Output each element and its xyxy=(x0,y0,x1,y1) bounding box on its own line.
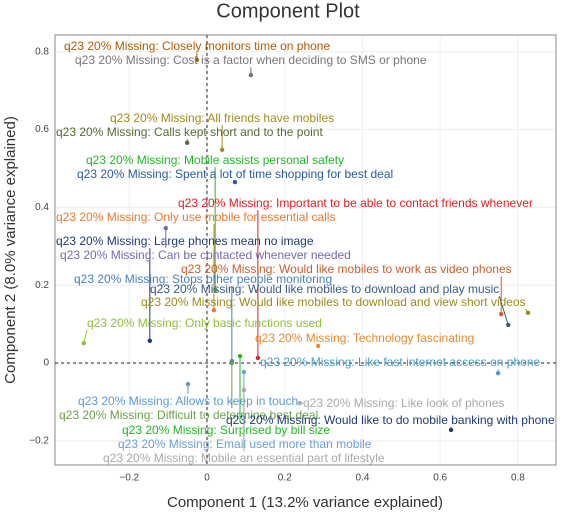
point xyxy=(147,338,153,344)
point-label: q23 20% Missing: Can be contacted whenev… xyxy=(60,248,351,262)
point xyxy=(237,353,243,359)
point-label: q23 20% Missing: Calls kept short and to… xyxy=(56,125,323,139)
point-label: q23 20% Missing: Like fast internet acce… xyxy=(260,355,540,369)
point-label: q23 20% Missing: Surprised by bill size xyxy=(122,423,330,437)
point xyxy=(81,340,86,346)
point xyxy=(185,381,191,387)
point-label: q23 20% Missing: Difficult to determine … xyxy=(59,408,318,422)
chart-title: Component Plot xyxy=(216,0,360,22)
x-tick-label: 0 xyxy=(204,473,210,484)
point-label: q23 20% Missing: Large phones mean no im… xyxy=(56,234,314,248)
y-tick-label: −0.2 xyxy=(29,436,49,447)
x-tick-label: 0.6 xyxy=(433,473,447,484)
point xyxy=(219,147,225,152)
point xyxy=(241,369,247,375)
y-tick-label: 0.6 xyxy=(35,124,49,135)
point xyxy=(255,355,261,361)
y-tick-label: 0.2 xyxy=(35,280,49,291)
point-label: q23 20% Missing: Mobile assists personal… xyxy=(86,153,344,167)
point-label: q23 20% Missing: Would like mobiles to d… xyxy=(150,282,499,296)
point-label: q23 20% Missing: Closely monitors time o… xyxy=(64,39,330,53)
plot-frame xyxy=(54,34,557,466)
y-tick-label: 0.8 xyxy=(35,46,49,57)
x-tick-label: 0.4 xyxy=(355,473,369,484)
point-label: q23 20% Missing: Like look of phones xyxy=(303,396,504,410)
point-label: q23 20% Missing: Technology fascinating xyxy=(255,331,474,345)
point-label: q23 20% Missing: Only use mobile for ess… xyxy=(56,210,335,224)
point xyxy=(505,322,511,328)
point-label: q23 20% Missing: Spent a lot of time sho… xyxy=(77,167,393,181)
point-label: q23 20% Missing: Important to be able to… xyxy=(178,196,533,210)
point xyxy=(498,311,504,317)
point-label: q23 20% Missing: Cost is a factor when d… xyxy=(75,53,427,67)
x-tick-label: 0.8 xyxy=(511,473,525,484)
point xyxy=(163,225,168,231)
point xyxy=(211,307,217,313)
point xyxy=(184,140,190,145)
point-label: q23 20% Missing: Allows to keep in touch xyxy=(78,394,298,408)
point-label: q23 20% Missing: All friends have mobile… xyxy=(110,111,334,125)
point-label: q23 20% Missing: Only basic functions us… xyxy=(87,316,322,330)
point xyxy=(525,310,531,316)
point xyxy=(232,179,238,185)
x-tick-label: −0.2 xyxy=(119,473,139,484)
point-label: q23 20% Missing: Email used more than mo… xyxy=(118,437,372,451)
x-axis-label: Component 1 (13.2% variance explained) xyxy=(167,494,443,511)
point xyxy=(297,400,303,406)
y-tick-label: 0.4 xyxy=(35,202,49,213)
point xyxy=(241,387,247,393)
point-label: q23 20% Missing: Stops other people moni… xyxy=(74,272,332,286)
point xyxy=(248,72,254,78)
point-label: q23 20% Missing: Mobile an essential par… xyxy=(103,451,385,465)
point-label: q23 20% Missing: Would like to do mobile… xyxy=(226,413,555,427)
leader-line xyxy=(83,330,88,344)
point-label: q23 20% Missing: Would like mobiles to w… xyxy=(181,262,512,276)
point-label: q23 20% Missing: Would like mobiles to d… xyxy=(141,295,526,309)
y-axis-label: Component 2 (8.0% variance explained) xyxy=(2,116,19,384)
point xyxy=(315,343,321,349)
x-tick-label: 0.2 xyxy=(278,473,292,484)
point xyxy=(229,360,235,366)
point xyxy=(448,427,454,433)
y-tick-label: 0 xyxy=(43,358,49,369)
point xyxy=(495,370,501,376)
point xyxy=(194,57,200,63)
leader-line xyxy=(498,296,509,326)
